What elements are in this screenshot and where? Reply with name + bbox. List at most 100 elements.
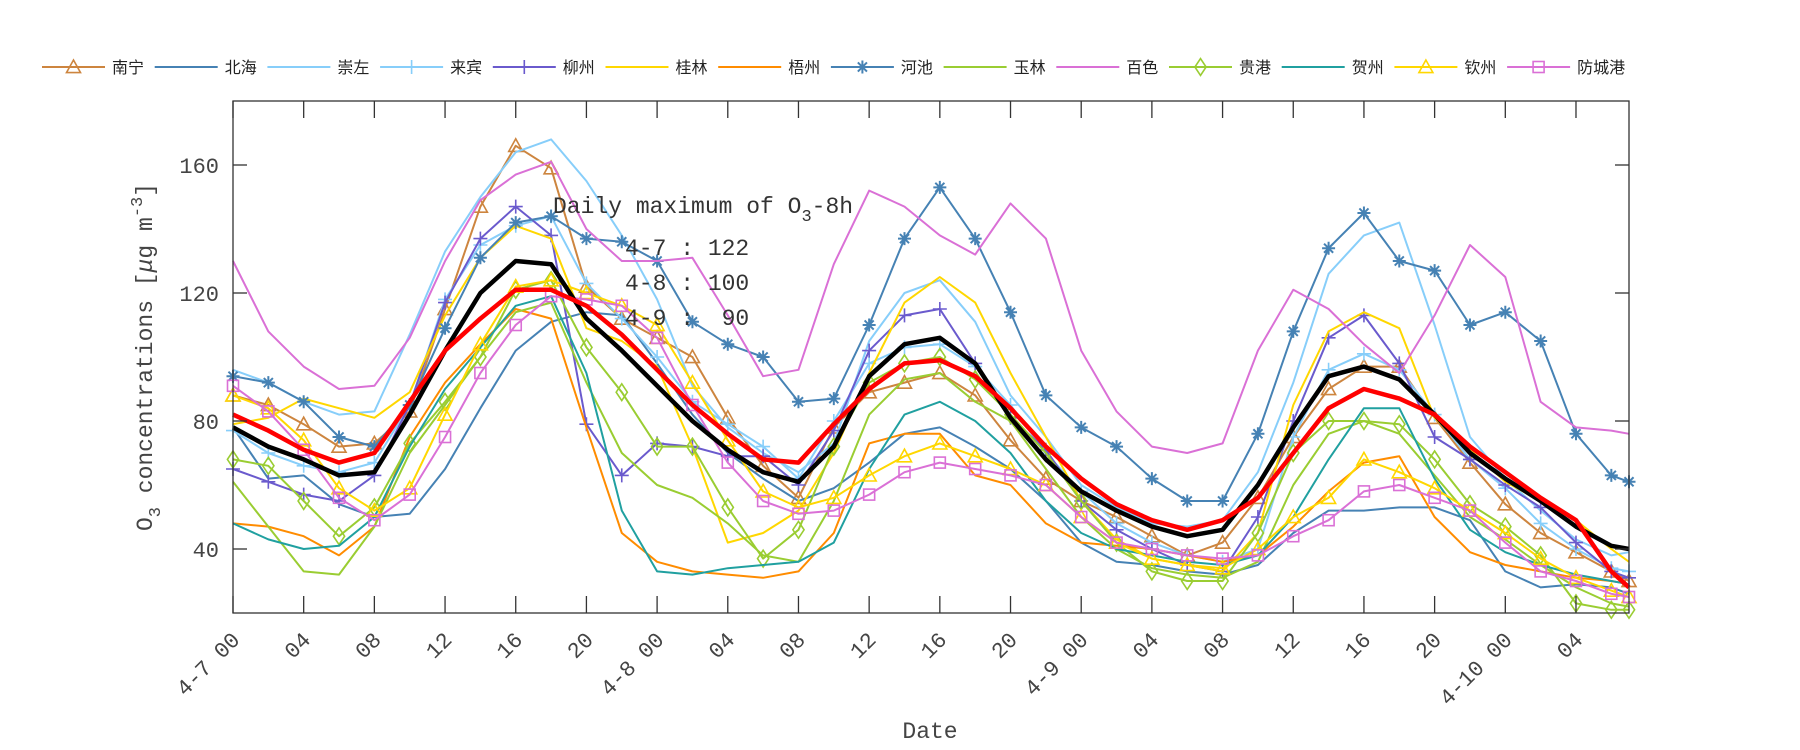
data-point-square — [1074, 510, 1088, 524]
data-point-diamond — [1604, 599, 1618, 620]
x-tick-label: 04 — [704, 628, 740, 664]
series-station-5 — [232, 224, 1630, 573]
legend-item: 崇左 — [267, 58, 369, 77]
data-point-asterisk — [1110, 440, 1124, 454]
data-point-plus — [614, 468, 629, 483]
series-station-4 — [226, 199, 1636, 585]
data-point-asterisk — [438, 321, 452, 335]
data-point-diamond — [1498, 516, 1512, 537]
x-tick-label: 16 — [492, 628, 528, 664]
data-point-diamond — [756, 548, 770, 569]
legend: 南宁 北海 崇左 来宾 柳州 桂林 梧州 河池 玉林 百色 贵港 贺州 钦州 防城港 — [42, 57, 1625, 77]
series-station-2 — [232, 138, 1630, 557]
annotation-line: 4-9 : 90 — [625, 306, 749, 332]
plot-frame — [232, 100, 1630, 614]
series-line — [232, 295, 1630, 586]
legend-item: 贵港 — [1169, 57, 1271, 77]
x-tick-label: 20 — [563, 628, 599, 664]
legend-label: 贺州 — [1352, 58, 1384, 77]
series-line — [232, 224, 1630, 573]
data-point-triangle — [330, 479, 348, 495]
data-point-plus — [1427, 430, 1442, 444]
data-point-diamond — [933, 347, 947, 367]
data-point-plus — [438, 295, 453, 310]
legend-item: 南宁 — [42, 58, 144, 77]
data-point-triangle — [1532, 549, 1550, 566]
data-point-plus — [261, 474, 276, 489]
data-point-square — [721, 456, 735, 469]
data-point-asterisk — [721, 337, 735, 351]
data-point-triangle — [1320, 489, 1337, 505]
x-tick-label: 08 — [1199, 628, 1235, 664]
data-point-diamond — [1180, 571, 1194, 591]
data-point-square — [438, 430, 452, 444]
series-line — [232, 279, 1629, 611]
data-point-plus — [650, 350, 665, 364]
data-point-plus — [579, 276, 594, 291]
legend-label: 柳州 — [563, 58, 595, 77]
legend-label: 玉林 — [1014, 58, 1046, 77]
data-point-asterisk — [367, 440, 381, 454]
series-layer — [224, 137, 1638, 620]
data-point-diamond — [1463, 494, 1477, 515]
data-point-asterisk — [1498, 305, 1512, 319]
data-point-square — [1569, 574, 1583, 588]
legend-item: 玉林 — [943, 58, 1046, 77]
data-point-triangle — [1143, 549, 1161, 566]
data-point-asterisk — [1392, 254, 1406, 268]
series-station-1 — [232, 311, 1630, 595]
x-tick-label: 08 — [775, 628, 811, 664]
data-point-triangle — [684, 373, 701, 390]
data-point-plus — [1533, 516, 1548, 531]
data-point-triangle — [1214, 533, 1231, 550]
data-point-diamond — [1392, 414, 1406, 435]
data-point-asterisk — [509, 216, 523, 230]
series-red-line — [232, 287, 1631, 590]
legend-marker-square — [1532, 60, 1545, 74]
series-station-13 — [226, 289, 1636, 604]
data-point-asterisk — [933, 180, 947, 194]
x-tick-label: 4-10 00 — [1435, 628, 1518, 711]
data-point-square — [615, 299, 629, 313]
data-point-asterisk — [579, 232, 593, 246]
data-point-triangle — [648, 316, 666, 332]
data-point-plus — [1356, 346, 1371, 361]
data-point-plus — [508, 199, 523, 214]
data-point-square — [1534, 565, 1547, 578]
data-point-diamond — [685, 436, 700, 457]
data-point-triangle — [330, 437, 348, 454]
legend-item: 百色 — [1056, 58, 1158, 77]
series-station-8 — [232, 301, 1630, 608]
data-point-triangle — [1496, 524, 1514, 540]
x-tick-label: 4-8 00 — [596, 628, 670, 702]
data-point-asterisk — [473, 251, 487, 265]
data-point-triangle — [1355, 450, 1373, 466]
x-tick-label: 20 — [987, 628, 1023, 664]
data-point-plus — [296, 487, 311, 502]
y-axis-label: O3 concentrations [μg m-3] — [129, 183, 166, 531]
data-point-square — [403, 488, 417, 501]
data-point-triangle — [1602, 581, 1620, 598]
data-point-diamond — [650, 436, 664, 457]
legend-marker-asterisk — [855, 60, 869, 74]
x-tick-label: 04 — [1553, 628, 1589, 664]
data-point-triangle — [754, 482, 772, 498]
data-point-square — [686, 398, 699, 412]
data-point-plus — [932, 302, 947, 316]
data-point-triangle — [684, 348, 701, 364]
data-point-diamond — [438, 391, 452, 412]
data-point-plus — [862, 343, 877, 358]
data-point-triangle — [366, 501, 383, 518]
data-point-triangle — [1567, 569, 1585, 585]
data-point-diamond — [615, 382, 629, 403]
legend-marker-triangle — [1417, 58, 1435, 74]
data-point-asterisk — [1534, 334, 1548, 348]
legend-label: 南宁 — [112, 58, 144, 77]
data-point-plus — [897, 308, 912, 323]
data-point-asterisk — [1074, 420, 1088, 434]
data-point-square — [1357, 485, 1371, 498]
data-point-asterisk — [791, 395, 805, 409]
data-point-triangle — [931, 434, 949, 450]
legend-label: 河池 — [901, 58, 933, 77]
series-line — [232, 144, 1630, 582]
